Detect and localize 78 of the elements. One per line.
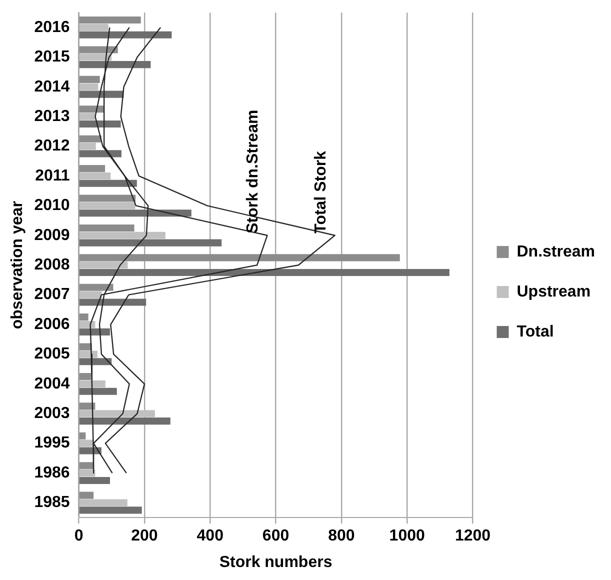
bar xyxy=(79,470,96,477)
bar xyxy=(79,165,106,172)
x-tick-label: 0 xyxy=(74,528,84,545)
bar xyxy=(79,54,112,61)
bar xyxy=(79,232,166,239)
bar xyxy=(79,142,96,150)
bar xyxy=(79,410,155,418)
bar xyxy=(79,402,96,410)
bar xyxy=(79,499,128,506)
bar xyxy=(79,343,92,350)
text: Stork dn.Stream xyxy=(244,110,262,234)
bar xyxy=(79,224,134,232)
x-tick-label: 200 xyxy=(131,528,158,545)
bar xyxy=(79,120,121,128)
bar xyxy=(79,328,110,336)
bar xyxy=(79,210,192,217)
bar xyxy=(79,31,172,38)
y-tick-label: 2005 xyxy=(34,346,70,363)
bar xyxy=(79,432,86,440)
bar xyxy=(79,492,94,499)
x-tick-label: 600 xyxy=(262,528,290,545)
bar xyxy=(79,106,104,113)
y-tick-label: 2014 xyxy=(34,78,70,96)
x-tick-label: 1200 xyxy=(454,528,491,545)
bar xyxy=(79,90,124,98)
bar xyxy=(79,284,114,291)
bar xyxy=(79,150,122,158)
bar xyxy=(79,113,95,120)
bar xyxy=(79,239,222,246)
y-tick-label: 2008 xyxy=(34,256,70,274)
y-tick-label: 2016 xyxy=(34,18,70,36)
bar xyxy=(79,291,102,298)
y-axis-title: observation year xyxy=(9,201,26,330)
bar xyxy=(79,462,94,470)
y-tick-label: 1986 xyxy=(34,464,70,482)
bar xyxy=(79,76,100,83)
bar xyxy=(79,61,151,68)
bar xyxy=(79,83,98,90)
bar xyxy=(79,298,146,306)
y-tick-label: 2006 xyxy=(34,316,70,333)
bar xyxy=(79,506,142,514)
y-tick-label: 2004 xyxy=(34,375,70,392)
y-tick-label: 1985 xyxy=(34,494,70,512)
bar xyxy=(79,372,91,380)
bar xyxy=(79,254,400,262)
bar xyxy=(79,16,141,24)
bar xyxy=(79,172,111,180)
x-tick-label: 1000 xyxy=(389,528,425,545)
bar xyxy=(79,194,136,202)
bar xyxy=(79,24,108,31)
bar xyxy=(79,388,117,395)
text: Total Stork xyxy=(312,150,330,234)
bar xyxy=(79,440,94,447)
bar xyxy=(79,314,88,321)
x-tick-label: 400 xyxy=(196,528,224,545)
y-tick-label: 1995 xyxy=(34,434,70,452)
y-tick-label: 2007 xyxy=(34,286,70,304)
legend-label: Total xyxy=(516,323,554,340)
y-tick-label: 2010 xyxy=(34,197,70,214)
y-tick-label: 2013 xyxy=(34,108,70,125)
bar xyxy=(79,418,170,425)
bar xyxy=(79,269,450,276)
legend-label: Upstream xyxy=(516,283,591,300)
y-tick-label: 2015 xyxy=(34,48,70,66)
legend-label: Dn.stream xyxy=(516,243,595,260)
bar xyxy=(79,202,136,210)
y-tick-label: 2003 xyxy=(34,405,70,422)
bar xyxy=(79,180,137,187)
x-tick-label: 800 xyxy=(328,528,355,545)
y-tick-label: 2009 xyxy=(34,226,70,244)
bar xyxy=(79,46,118,54)
bar xyxy=(79,135,102,142)
y-tick-label: 2011 xyxy=(35,167,70,184)
x-axis-title: Stork numbers xyxy=(219,554,332,571)
bar xyxy=(79,476,110,484)
y-tick-label: 2012 xyxy=(34,138,70,155)
bar xyxy=(79,262,128,269)
bar xyxy=(79,380,106,388)
